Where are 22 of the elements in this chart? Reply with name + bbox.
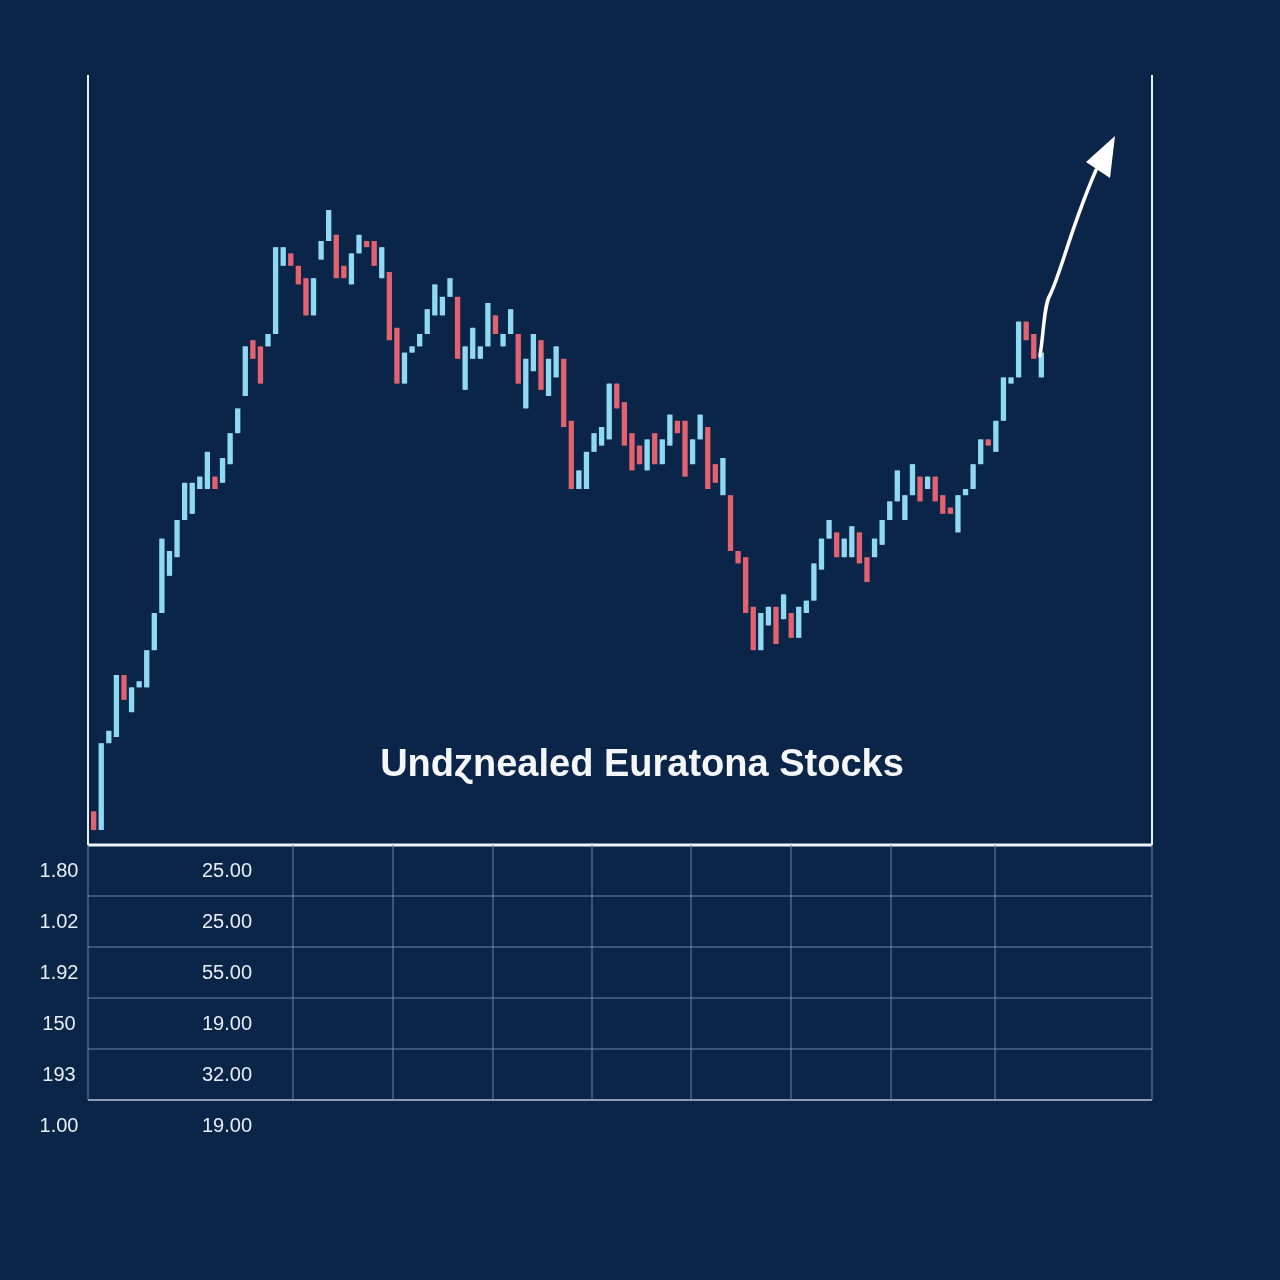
candlestick — [250, 339, 256, 360]
text: Undɀnealed Euratona Stocks — [380, 742, 904, 784]
candlestick — [712, 463, 718, 484]
text: 19.00 — [201, 1012, 253, 1034]
text: 25.00 — [201, 859, 253, 881]
text: 150 — [42, 1012, 76, 1034]
text: 55.00 — [201, 961, 253, 983]
text: 1.80 — [39, 859, 79, 881]
candlestick — [591, 432, 597, 453]
text: 32.00 — [201, 1063, 253, 1085]
text: 19.00 — [201, 1114, 253, 1136]
candlestick — [940, 494, 946, 515]
text: 25.00 — [201, 910, 253, 932]
candlestick — [280, 246, 286, 267]
text: 1.92 — [39, 961, 79, 983]
candlestick — [826, 519, 832, 540]
text: 1.02 — [39, 910, 79, 932]
candlestick — [598, 426, 605, 447]
candlestick — [318, 240, 324, 261]
text: 193 — [42, 1063, 76, 1085]
text: 1.00 — [39, 1114, 79, 1136]
candlestick — [447, 277, 453, 298]
